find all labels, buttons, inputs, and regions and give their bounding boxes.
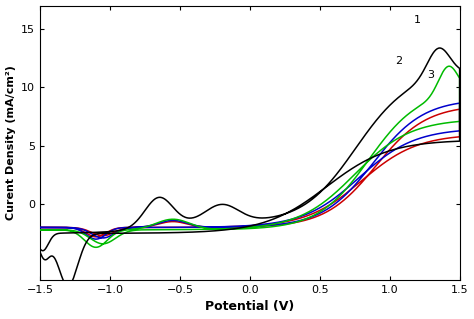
Text: 3: 3 — [428, 70, 435, 80]
X-axis label: Potential (V): Potential (V) — [205, 300, 294, 314]
Text: 2: 2 — [395, 56, 402, 66]
Y-axis label: Curent Density (mA/cm²): Curent Density (mA/cm²) — [6, 65, 16, 220]
Text: 1: 1 — [413, 15, 420, 25]
